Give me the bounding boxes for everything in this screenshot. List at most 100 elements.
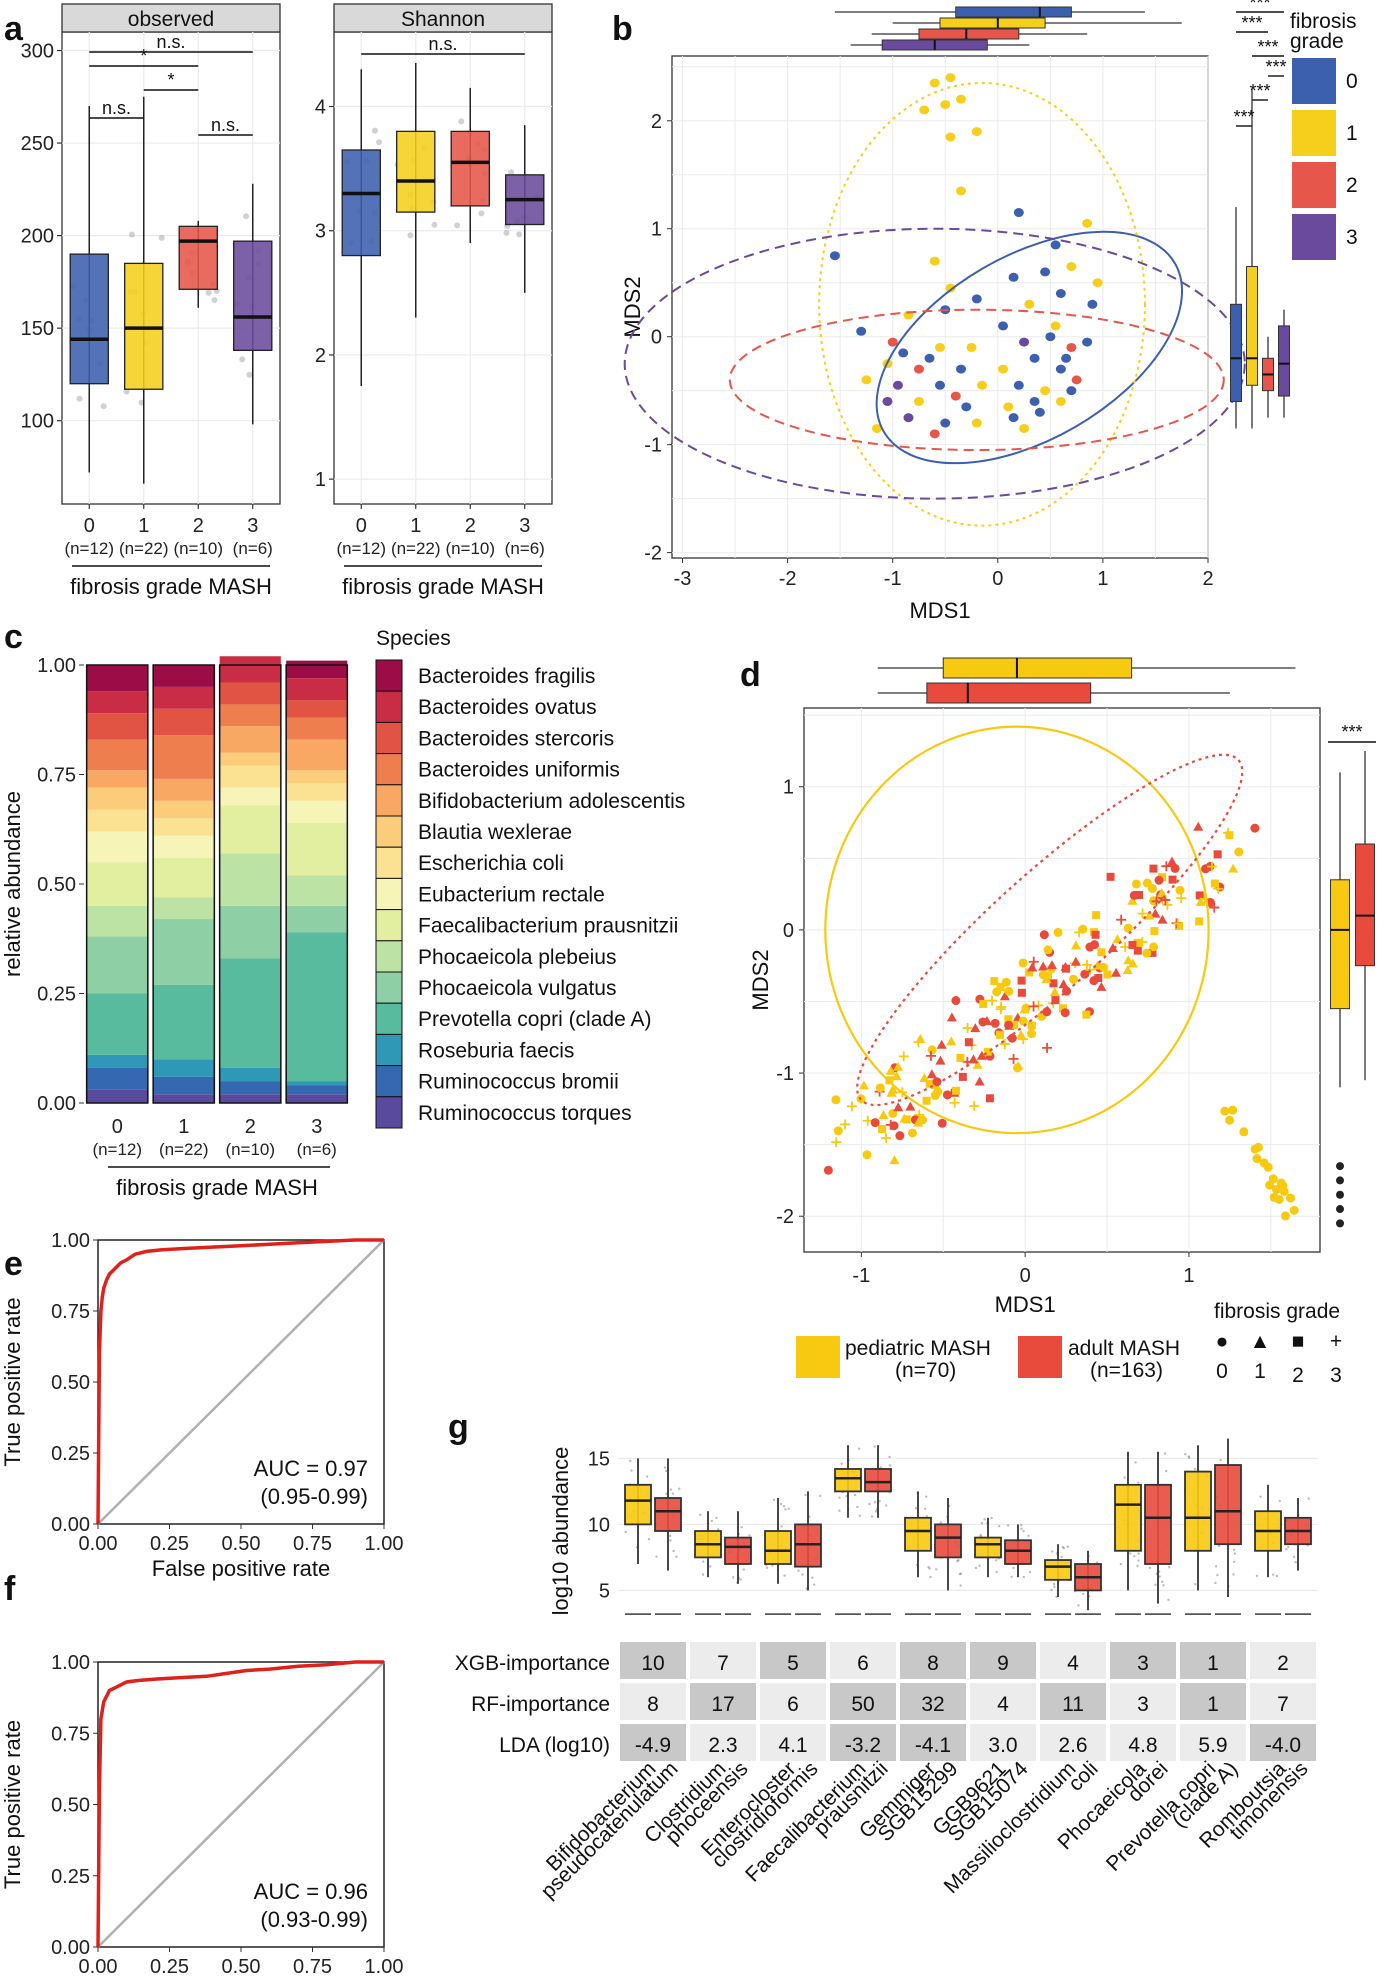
panel-g: 5 10 15 log10 abundance XGB-importance 10 7 5 6 8… <box>455 1432 1318 1903</box>
stack-segment <box>86 691 148 714</box>
jitter-point <box>1278 1499 1281 1503</box>
y-tick-label: 0.50 <box>37 874 76 896</box>
table-cell <box>1180 1683 1246 1720</box>
outlier-point <box>1336 1219 1344 1228</box>
table-cell <box>1180 1724 1246 1761</box>
jitter-point <box>1012 1566 1015 1570</box>
point-marker <box>1250 823 1260 833</box>
point-marker <box>1099 962 1109 972</box>
point-marker <box>1154 875 1164 885</box>
point-marker <box>1094 974 1103 983</box>
point-marker <box>1128 940 1137 949</box>
marginal-box-x-grade-1 <box>939 17 1046 29</box>
point-marker <box>1123 955 1134 965</box>
jitter-point <box>663 1466 667 1469</box>
point-marker <box>930 1090 940 1100</box>
point-marker <box>1209 902 1220 913</box>
ellipse-grade-3 <box>623 227 1246 500</box>
point-marker <box>1161 861 1172 872</box>
y-axis-title: relative abundance <box>0 791 25 977</box>
point-marker <box>1042 1042 1053 1053</box>
point-grade-2 <box>929 429 940 439</box>
x-tick-n: (n=12) <box>92 1140 142 1159</box>
table-cell <box>1110 1683 1176 1720</box>
jitter-point <box>1162 1584 1165 1587</box>
ellipse-pediatric <box>824 725 1210 1135</box>
stack-segment <box>153 665 215 687</box>
jitter-point <box>516 231 523 238</box>
legend-swatch <box>375 690 403 723</box>
jitter-point <box>702 1560 705 1563</box>
table-cell-value: -3.2 <box>845 1734 881 1757</box>
jitter-point <box>995 1570 998 1574</box>
jitter-point <box>715 1516 718 1520</box>
point-marker <box>862 1150 872 1160</box>
point-marker <box>1253 1142 1263 1152</box>
stack-segment <box>86 787 148 810</box>
stack-segment <box>86 770 148 788</box>
point-grade-3 <box>903 413 914 423</box>
table-cell-value: 1 <box>1207 1693 1219 1716</box>
legend-label: pediatric MASH <box>845 1337 991 1360</box>
point-marker <box>1028 956 1039 967</box>
legend-shape-symbol: ● <box>1216 1330 1229 1353</box>
box <box>1184 1470 1212 1552</box>
point-marker <box>968 1054 979 1064</box>
point-marker <box>1078 924 1088 934</box>
jitter-point <box>1232 1560 1236 1563</box>
point-marker <box>1195 891 1204 900</box>
jitter-point <box>995 1559 998 1562</box>
jitter-point <box>1051 1550 1054 1553</box>
point-grade-1 <box>1003 402 1014 412</box>
x-tick-label: -1 <box>884 568 902 590</box>
point-marker <box>1038 961 1049 971</box>
box <box>834 1468 862 1493</box>
point-grade-0 <box>1029 353 1040 363</box>
stack-segment <box>286 770 348 784</box>
jitter-point <box>856 1505 859 1509</box>
jitter-point <box>407 232 414 239</box>
plot-bg <box>618 1432 1318 1630</box>
point-marker <box>952 1086 961 1095</box>
point-marker <box>996 982 1005 991</box>
point-marker <box>1142 948 1152 958</box>
point-grade-1 <box>861 375 872 385</box>
taxon-label: Bifidobacterium <box>542 1757 661 1876</box>
point-marker <box>846 1101 857 1112</box>
jitter-point <box>787 1507 791 1510</box>
jitter-point <box>1053 1585 1056 1588</box>
x-tick-n: (n=6) <box>505 539 545 558</box>
point-marker <box>1097 948 1106 957</box>
point-marker <box>996 1001 1007 1012</box>
stack-segment <box>286 717 348 740</box>
jitter-point <box>1214 1565 1218 1568</box>
legend-swatch <box>375 1065 403 1098</box>
legend-label: 0 <box>1346 70 1358 93</box>
point-marker <box>885 1065 896 1075</box>
jitter-point <box>874 1510 878 1513</box>
panel-letter-a: a <box>4 10 24 48</box>
y-tick-label: -1 <box>644 435 662 457</box>
jitter-point <box>699 1513 702 1517</box>
y-tick-label: 0.75 <box>51 1723 90 1745</box>
box <box>724 1536 752 1565</box>
legend-label: (n=70) <box>895 1359 956 1382</box>
point-grade-1 <box>945 132 956 142</box>
x-axis-title: fibrosis grade MASH <box>70 574 272 599</box>
jitter-point <box>1134 1461 1137 1464</box>
stack-segment <box>153 1076 215 1095</box>
plot-frame <box>333 31 553 505</box>
stack-segment <box>219 726 281 753</box>
point-marker <box>1133 938 1142 947</box>
legend-label: Escherichia coli <box>418 852 564 875</box>
jitter-point <box>888 1455 891 1459</box>
x-tick-label: 1.00 <box>365 1956 404 1976</box>
marginal-box-y-grade-0 <box>1230 303 1242 402</box>
point-marker <box>969 1101 980 1111</box>
jitter-point <box>1184 1453 1187 1456</box>
jitter-point <box>1129 1552 1132 1555</box>
y-tick-label: 100 <box>21 411 54 433</box>
jitter-point <box>664 1469 668 1473</box>
point-grade-0 <box>924 353 935 363</box>
point-marker <box>1103 970 1112 979</box>
